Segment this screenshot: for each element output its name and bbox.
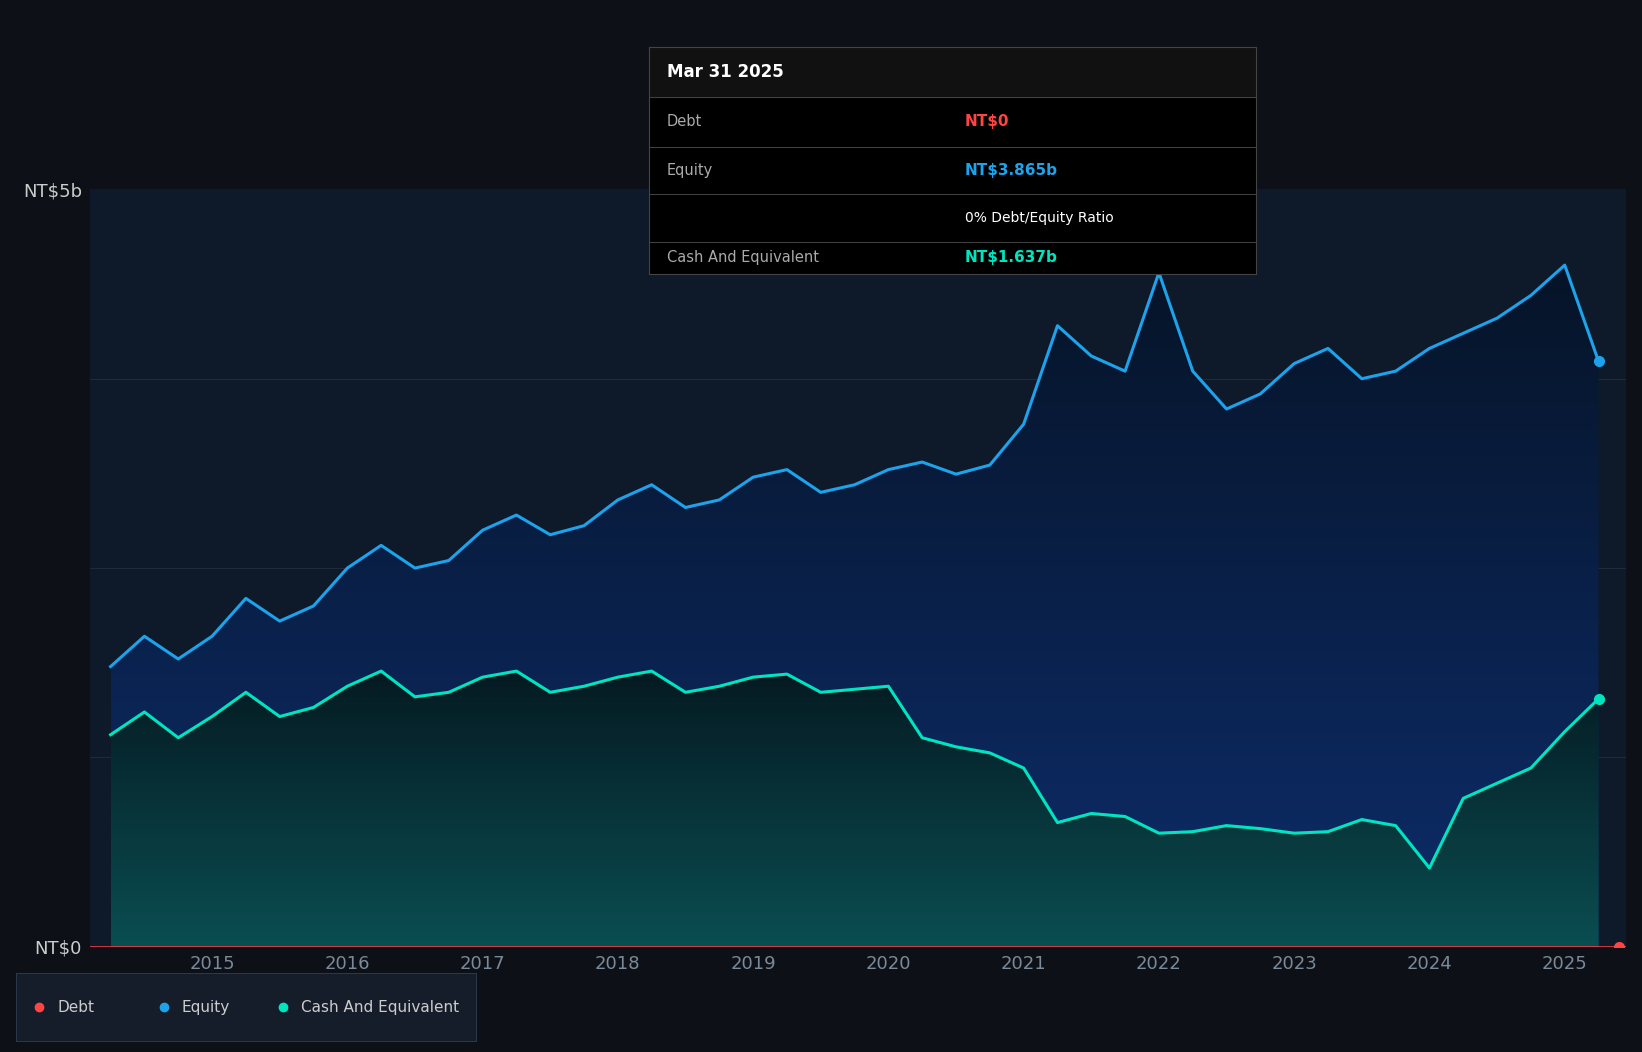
Text: Debt: Debt	[667, 115, 703, 129]
Text: NT$3.865b: NT$3.865b	[964, 163, 1057, 178]
Bar	[649, 47, 1256, 97]
Text: 0% Debt/Equity Ratio: 0% Debt/Equity Ratio	[964, 211, 1113, 225]
Text: Debt: Debt	[57, 999, 95, 1015]
Text: Cash And Equivalent: Cash And Equivalent	[302, 999, 460, 1015]
Text: Cash And Equivalent: Cash And Equivalent	[667, 250, 819, 265]
Text: Equity: Equity	[667, 163, 713, 178]
Text: NT$1.637b: NT$1.637b	[964, 250, 1057, 265]
Text: Equity: Equity	[182, 999, 230, 1015]
Text: Mar 31 2025: Mar 31 2025	[667, 63, 783, 81]
Text: NT$0: NT$0	[964, 115, 1010, 129]
